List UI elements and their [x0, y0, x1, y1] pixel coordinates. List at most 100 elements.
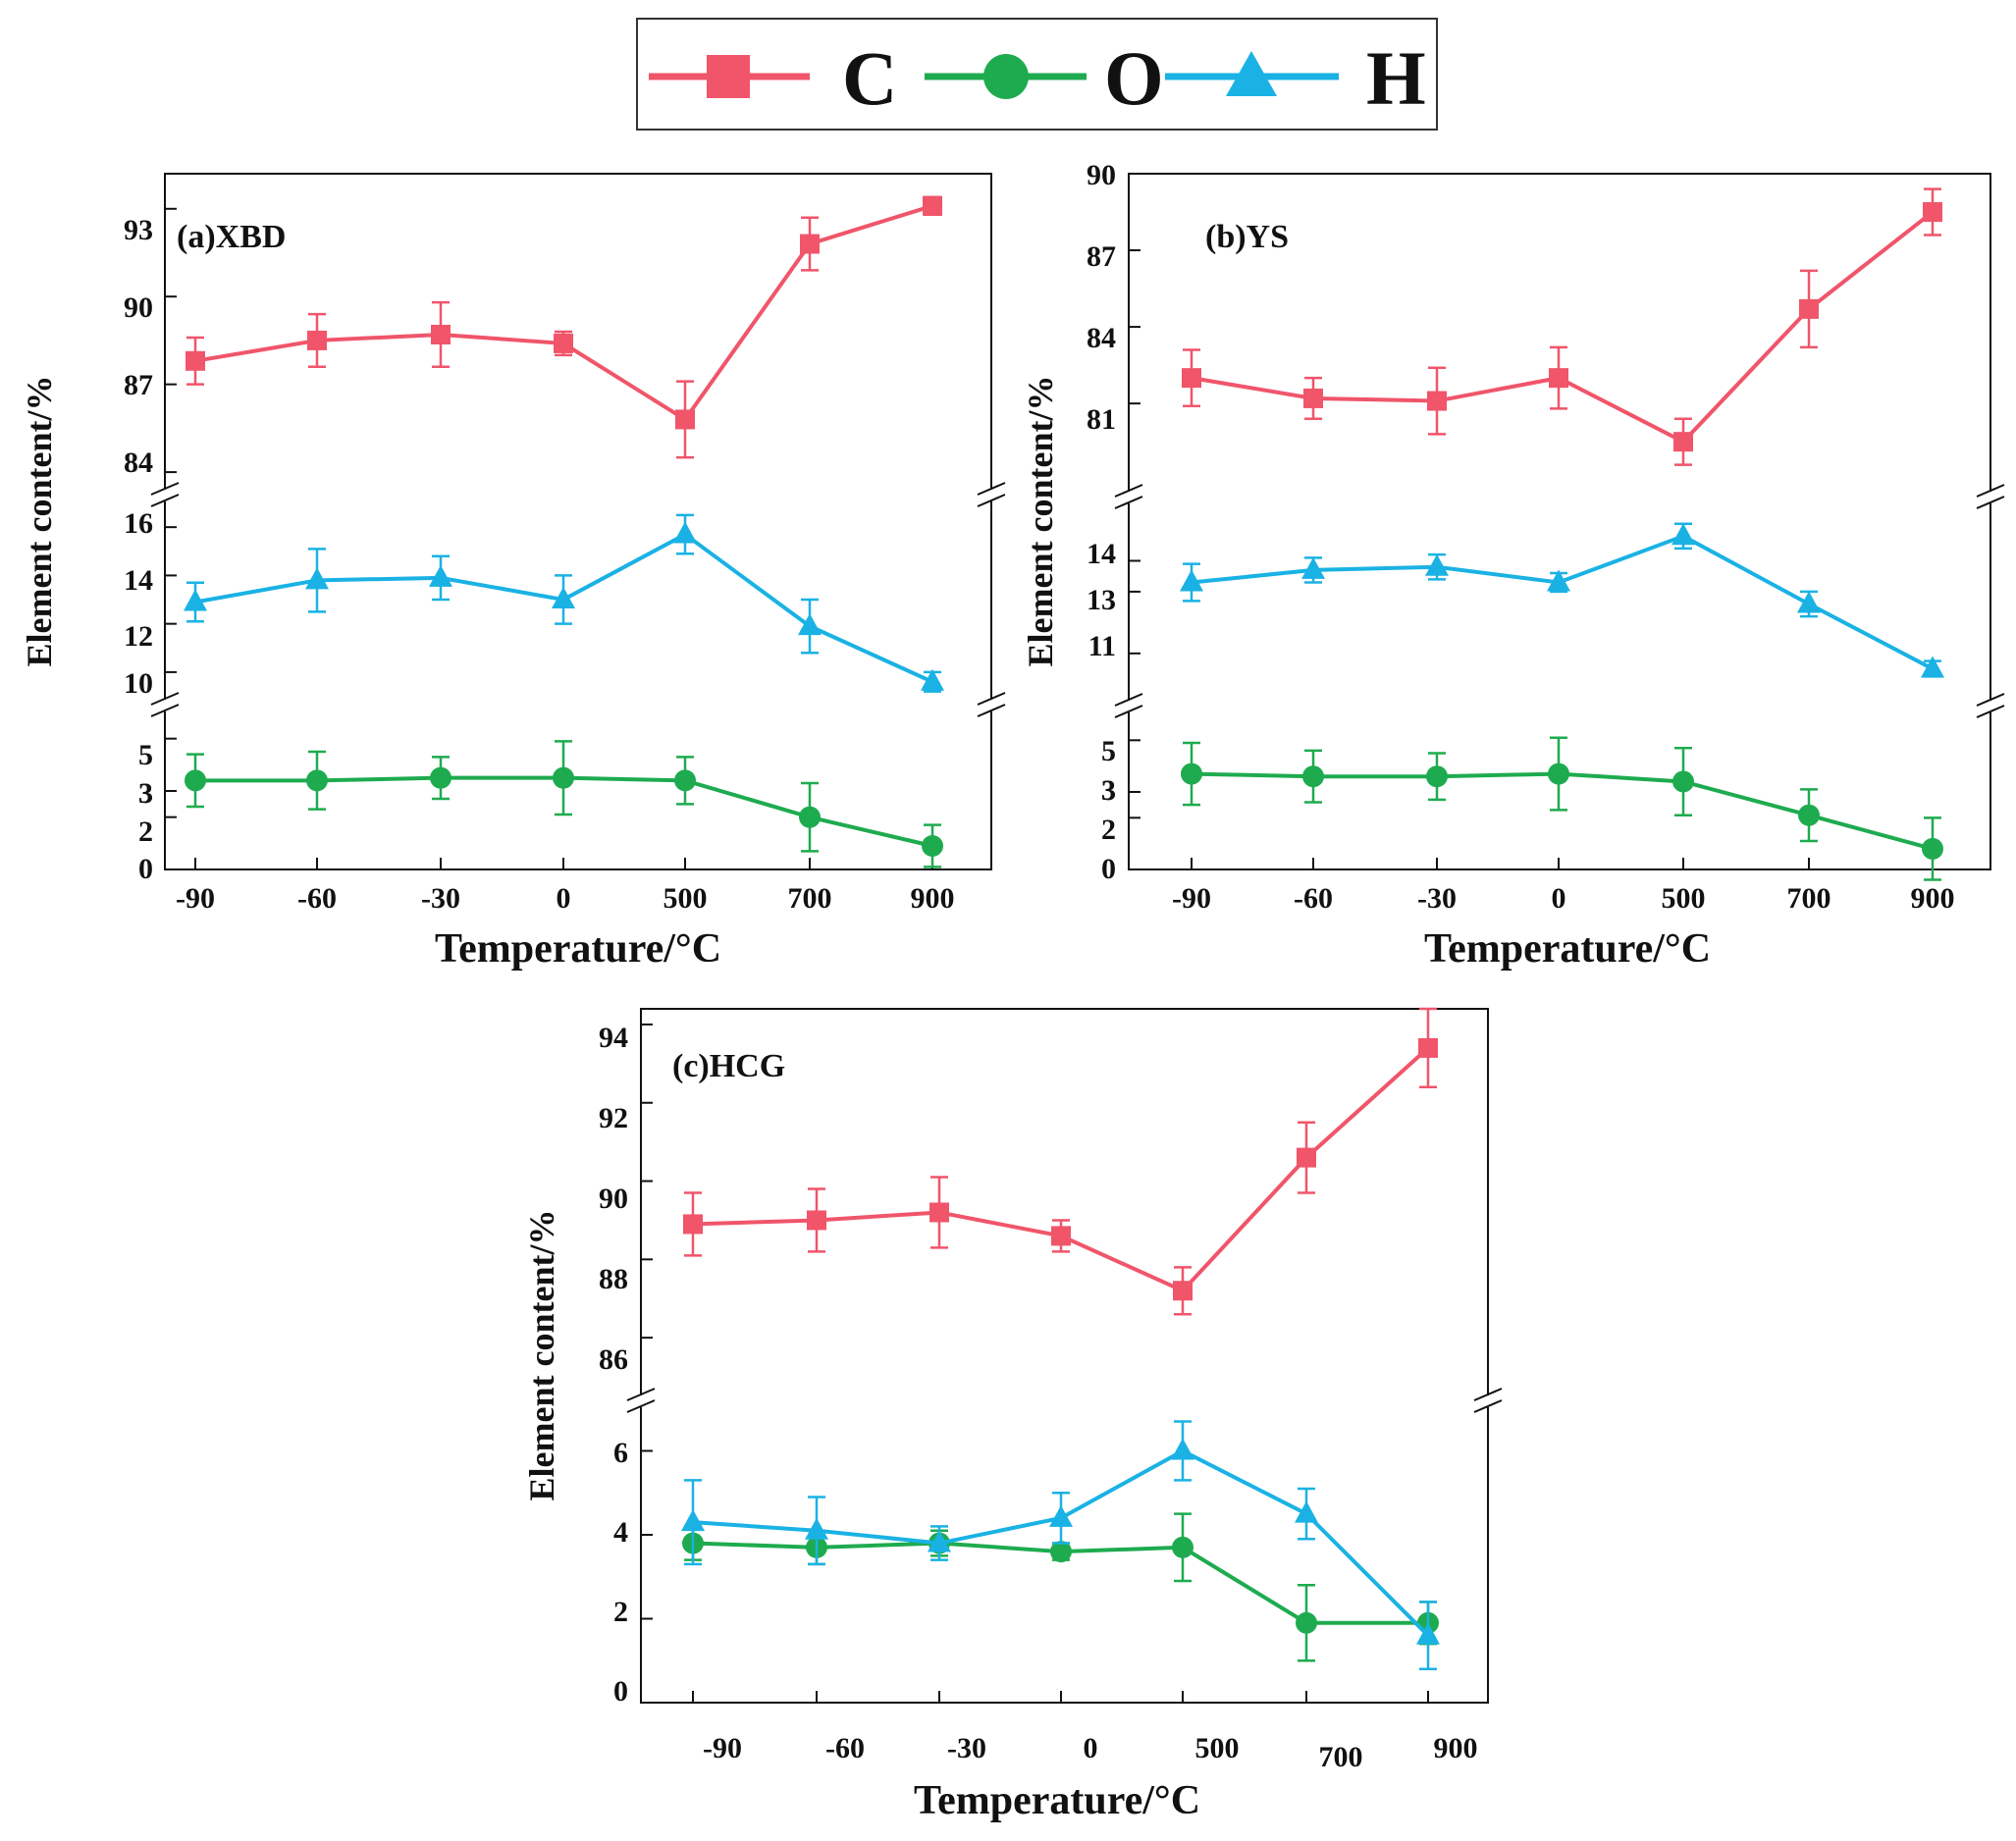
- axis-break-mark: [977, 482, 1006, 496]
- y-tick-label: 0: [613, 1675, 628, 1708]
- data-point: [1797, 591, 1821, 613]
- data-point: [307, 330, 327, 350]
- data-point: [1923, 202, 1942, 223]
- x-axis-label: Temperature/°C: [1424, 926, 1711, 972]
- data-point: [1416, 1622, 1440, 1645]
- tick-marks: [150, 207, 1006, 870]
- series-c: [1182, 187, 1942, 466]
- y-tick-label: 3: [1101, 774, 1116, 807]
- panel-b: (b)YS Temperature/°C Element content/% -…: [1021, 159, 2005, 972]
- data-point: [929, 1202, 949, 1223]
- legend-label-c: C: [842, 35, 897, 121]
- y-tick-label: 0: [138, 853, 153, 885]
- y-tick-labels: 93 90 87 84 16 14 12 10 5 3 3 2 0: [124, 214, 153, 885]
- x-tick-labels: -90 -60 -30 0 500 700 900: [1172, 882, 1955, 915]
- series-h: [1180, 522, 1944, 678]
- y-tick-label: 13: [1087, 584, 1116, 616]
- axis-break-mark: [1114, 705, 1143, 718]
- data-point: [1547, 569, 1570, 592]
- series-h: [184, 513, 944, 693]
- axis-break-mark: [977, 692, 1006, 706]
- y-tick-label: 88: [599, 1263, 628, 1295]
- y-axis-label: Element content/%: [20, 376, 59, 667]
- y-axis-label: Element content/%: [522, 1210, 561, 1501]
- x-tick-label: -60: [297, 882, 337, 915]
- y-tick-label: 2: [1101, 814, 1116, 846]
- y-tick-label: 14: [1087, 538, 1116, 570]
- square-marker: [707, 55, 750, 98]
- data-point: [1173, 1281, 1193, 1301]
- data-point: [1549, 368, 1568, 389]
- data-marks: [1180, 187, 1944, 881]
- x-tick-label: 900: [1434, 1732, 1478, 1764]
- legend-label-h: H: [1366, 35, 1426, 121]
- data-point: [1303, 388, 1323, 408]
- data-point: [800, 234, 820, 254]
- series-o: [1181, 736, 1943, 881]
- series-line: [1191, 771, 1934, 851]
- data-point: [1301, 556, 1325, 579]
- x-tick-label: -90: [703, 1732, 742, 1764]
- data-point: [675, 409, 695, 430]
- data-point: [805, 1517, 828, 1540]
- data-point: [1051, 1226, 1071, 1246]
- y-tick-label: 3: [1101, 774, 1116, 807]
- tick-marks: [1114, 173, 2005, 870]
- data-point: [928, 1530, 951, 1552]
- data-point: [185, 769, 206, 792]
- y-tick-label: 90: [1087, 159, 1116, 191]
- axis-break-mark: [1976, 705, 2005, 718]
- data-point: [186, 350, 205, 371]
- x-tick-label: -90: [1172, 882, 1211, 915]
- legend: C O H: [636, 18, 1438, 131]
- x-tick-label: 500: [1662, 882, 1706, 915]
- axis-break-mark: [626, 1388, 656, 1401]
- series-o: [185, 740, 943, 868]
- data-point: [1171, 1438, 1194, 1460]
- axis-break-mark: [150, 704, 180, 717]
- y-tick-label: 14: [124, 564, 153, 597]
- axis-break-mark: [1114, 484, 1143, 498]
- data-point: [922, 835, 943, 857]
- plot-frame: [164, 173, 992, 870]
- y-tick-label: 12: [124, 620, 153, 653]
- y-tick-label: 84: [124, 447, 153, 479]
- data-point: [683, 1214, 703, 1235]
- y-tick-label: 4: [613, 1516, 628, 1549]
- data-point: [807, 1210, 826, 1231]
- legend-label-o: O: [1104, 35, 1164, 121]
- y-tick-label: 0: [1101, 853, 1116, 885]
- axis-break-mark: [1114, 496, 1143, 509]
- series-c: [683, 1007, 1438, 1316]
- data-point: [674, 769, 696, 792]
- panel-title: (b)YS: [1205, 219, 1289, 255]
- y-tick-label: 3: [138, 777, 153, 810]
- data-point: [1295, 1500, 1318, 1523]
- data-point: [1548, 763, 1569, 785]
- axis-break-mark: [1976, 693, 2005, 707]
- data-point: [1799, 298, 1819, 319]
- y-tick-label: 6: [613, 1437, 628, 1469]
- y-tick-label: 10: [124, 667, 153, 700]
- y-tick-label: 87: [1087, 240, 1116, 273]
- data-point: [1673, 432, 1693, 452]
- x-tick-labels: -90 -60 -30 0 500 700 900: [176, 882, 955, 915]
- legend-item-c: C: [649, 35, 897, 121]
- series-line: [1191, 534, 1934, 671]
- data-point: [552, 587, 575, 609]
- y-axis-label: Element content/%: [1021, 376, 1060, 667]
- panel-title: (c)HCG: [672, 1048, 785, 1084]
- data-point: [921, 668, 944, 691]
- y-tick-label: 11: [1088, 630, 1116, 662]
- x-tick-label: 0: [1084, 1732, 1098, 1764]
- tick-marks: [626, 1023, 1503, 1704]
- y-tick-label: 16: [124, 507, 153, 540]
- x-tick-label: -30: [421, 882, 460, 915]
- legend-item-o: O: [925, 35, 1164, 121]
- data-point: [1922, 837, 1943, 860]
- data-point: [798, 613, 822, 636]
- data-point: [1172, 1536, 1194, 1558]
- axis-break-mark: [150, 692, 180, 706]
- data-point: [1798, 804, 1820, 826]
